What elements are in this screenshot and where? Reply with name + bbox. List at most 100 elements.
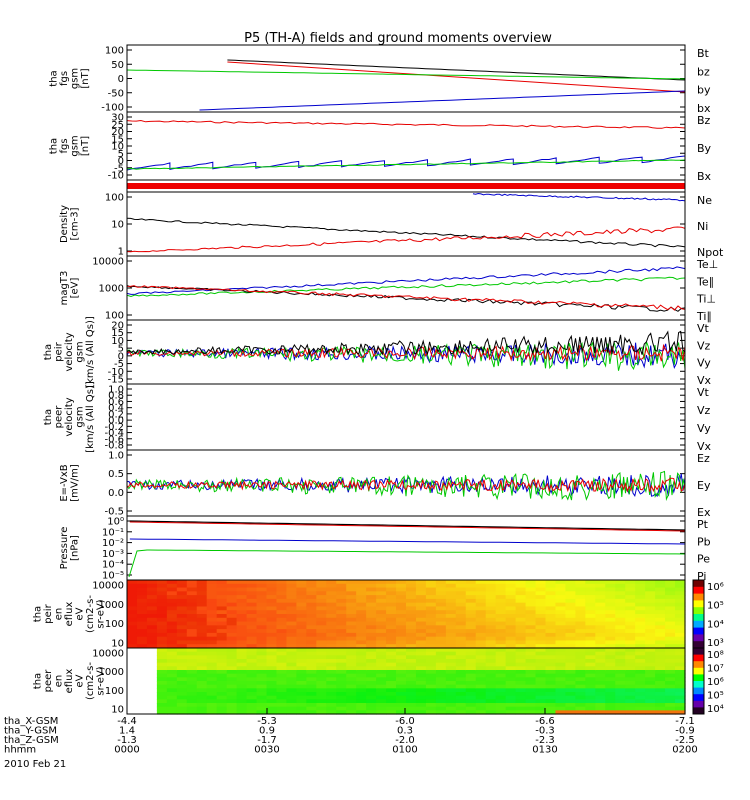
spectrogram-cell	[316, 606, 327, 611]
spectrogram-cell	[306, 602, 317, 608]
spectrogram-cell	[525, 617, 537, 623]
spectrogram-cell	[455, 595, 467, 600]
spectrogram-cell	[575, 670, 586, 675]
spectrogram-cell	[396, 662, 407, 667]
spectrogram-cell	[256, 684, 268, 689]
spectrogram-cell	[146, 629, 158, 634]
spectrogram-cell	[425, 602, 437, 608]
spectrogram-cell	[645, 636, 656, 642]
spectrogram-cell	[625, 610, 636, 615]
spectrogram-cell	[675, 706, 686, 711]
spectrogram-cell	[127, 636, 138, 642]
spectrogram-cell	[465, 583, 477, 589]
spectrogram-cell	[276, 621, 288, 626]
y-axis-label: peer	[43, 669, 54, 693]
spectrogram-cell	[326, 621, 337, 626]
spectrogram-cell	[326, 666, 337, 671]
spectrogram-cell	[356, 587, 367, 592]
spectrogram-cell	[525, 636, 537, 642]
spectrogram-cell	[127, 677, 138, 682]
spectrogram-cell	[316, 673, 327, 678]
spectrogram-cell	[376, 587, 387, 592]
spectrogram-cell	[505, 640, 517, 645]
spectrogram-cell	[485, 595, 497, 600]
spectrogram-cell	[186, 666, 198, 671]
spectrogram-cell	[545, 695, 557, 700]
spectrogram-cell	[615, 659, 626, 664]
y-axis-label: [mV/m]	[69, 464, 80, 502]
spectrogram-cell	[176, 598, 188, 604]
spectrogram-cell	[286, 655, 297, 660]
spectrogram-cell	[296, 673, 307, 678]
x-tick-label: -6.0	[395, 716, 415, 727]
spectrogram-cell	[605, 644, 616, 649]
spectrogram-cell	[445, 580, 457, 585]
spectrogram-cell	[266, 636, 278, 642]
spectrogram-cell	[276, 602, 288, 608]
spectrogram-cell	[535, 651, 547, 656]
spectrogram-cell	[296, 655, 307, 660]
spectrogram-cell	[236, 640, 248, 645]
spectrogram-cell	[465, 655, 477, 660]
spectrogram-cell	[396, 580, 407, 585]
spectrogram-cell	[455, 684, 467, 689]
colorbar-tick-label: 10⁴	[707, 619, 724, 630]
spectrogram-cell	[575, 632, 586, 638]
spectrogram-cell	[276, 692, 288, 697]
spectrogram-cell	[445, 659, 457, 664]
spectrogram-cell	[356, 706, 367, 711]
x-tick-label: -1.3	[117, 735, 137, 746]
spectrogram-cell	[226, 644, 238, 649]
spectrogram-cell	[535, 673, 547, 678]
spectrogram-cell	[505, 591, 517, 596]
spectrogram-cell	[475, 629, 487, 634]
spectrogram-cell	[465, 587, 477, 592]
spectrogram-cell	[435, 644, 447, 649]
spectrogram-cell	[166, 610, 178, 615]
spectrogram-cell	[127, 602, 138, 608]
spectrogram-cell	[266, 651, 278, 656]
spectrogram-cell	[326, 617, 337, 623]
spectrogram-cell	[136, 659, 148, 664]
spectrogram-cell	[316, 583, 327, 589]
spectrogram-cell	[136, 706, 148, 711]
spectrogram-cell	[645, 587, 656, 592]
spectrogram-cell	[605, 692, 616, 697]
x-row-label: tha_Z-GSM	[4, 735, 59, 746]
spectrogram-cell	[635, 632, 646, 638]
spectrogram-cell	[415, 695, 427, 700]
spectrogram-cell	[595, 602, 606, 608]
legend-entry: by	[697, 84, 711, 97]
spectrogram-cell	[635, 595, 646, 600]
spectrogram-cell	[505, 602, 517, 608]
spectrogram-cell	[146, 703, 158, 708]
spectrogram-cell	[356, 621, 367, 626]
spectrogram-cell	[156, 684, 168, 689]
spectrogram-cell	[286, 695, 297, 700]
spectrogram-cell	[425, 598, 437, 604]
spectrogram-cell	[246, 655, 258, 660]
spectrogram-cell	[445, 684, 457, 689]
legend-entry: Ti⊥	[696, 293, 716, 306]
spectrogram-cell	[505, 703, 517, 708]
spectrogram-cell	[336, 625, 347, 630]
spectrogram-cell	[296, 580, 307, 585]
spectrogram-cell	[675, 625, 686, 630]
spectrogram-cell	[127, 706, 138, 711]
spectrogram-cell	[296, 703, 307, 708]
y-axis-label: Density	[59, 205, 70, 243]
spectrogram-cell	[515, 666, 527, 671]
spectrogram-cell	[396, 648, 407, 653]
spectrogram-cell	[226, 703, 238, 708]
spectrogram-cell	[266, 688, 278, 693]
spectrogram-cell	[296, 629, 307, 634]
spectrogram-cell	[366, 583, 377, 589]
spectrogram-cell	[435, 681, 447, 686]
spectrogram-cell	[266, 677, 278, 682]
spectrogram-cell	[176, 580, 188, 585]
spectrogram-cell	[216, 662, 228, 667]
spectrogram-cell	[336, 606, 347, 611]
panel-peer_spec: tha peer en eflux eV (cm2-s-sr-eV)10000100010…	[33, 647, 724, 716]
spectrogram-cell	[366, 651, 377, 656]
spectrogram-cell	[196, 666, 208, 671]
